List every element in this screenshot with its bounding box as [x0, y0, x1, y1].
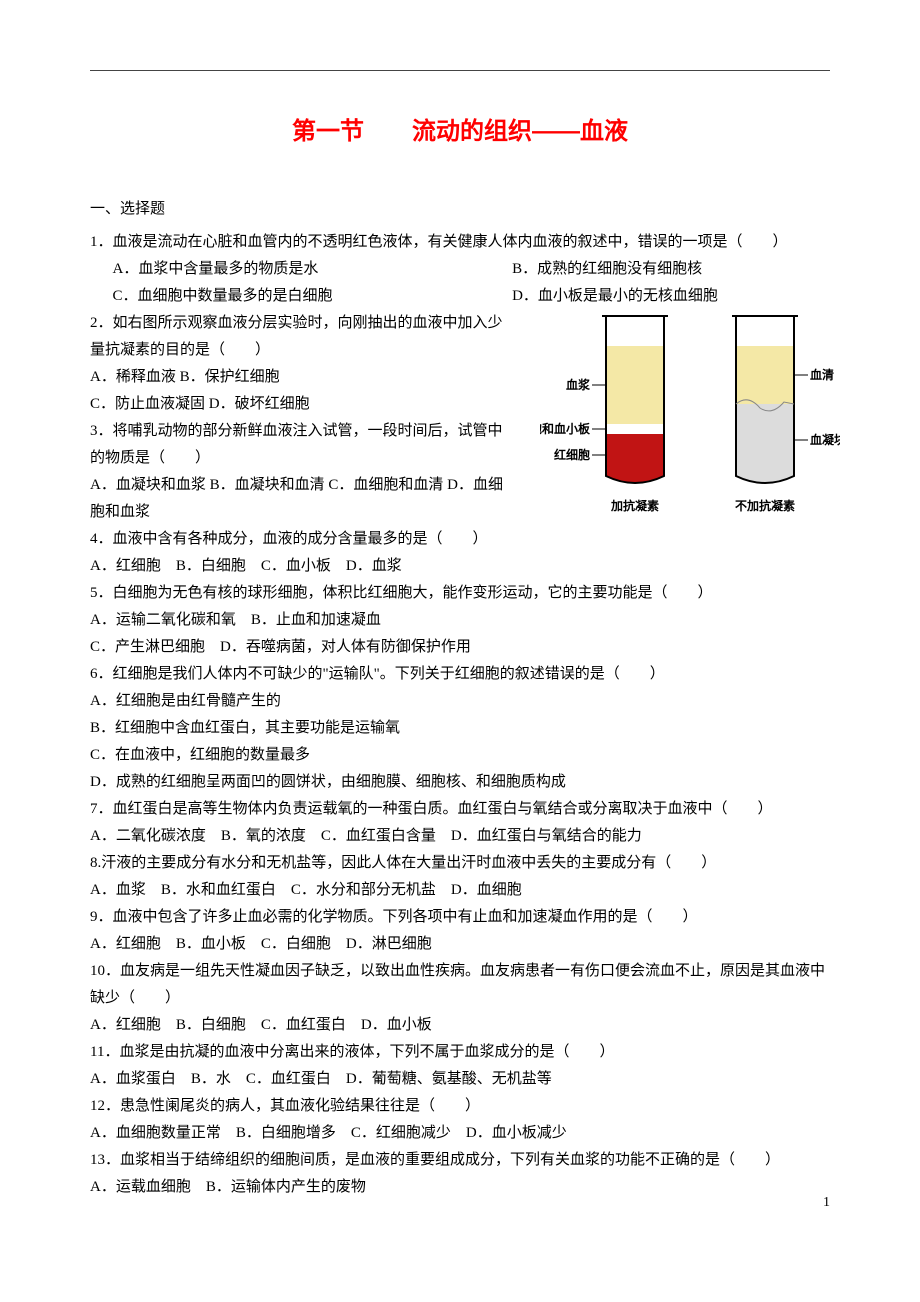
q5-opt-b: B．止血和加速凝血	[251, 612, 381, 628]
svg-text:不加抗凝素: 不加抗凝素	[735, 498, 795, 513]
q9-stem: 9．血液中包含了许多止血必需的化学物质。下列各项中有止血和加速凝血作用的是（ ）	[90, 904, 830, 931]
q6-opt-d: D．成熟的红细胞呈两面凹的圆饼状，由细胞膜、细胞核、和细胞质构成	[90, 769, 830, 796]
q6-opt-a: A．红细胞是由红骨髓产生的	[90, 688, 830, 715]
q2-opt-d: D．破坏红细胞	[209, 396, 310, 412]
q7-opt-c: C．血红蛋白含量	[321, 828, 436, 844]
q10-opt-b: B．白细胞	[176, 1017, 246, 1033]
q6-stem: 6．红细胞是我们人体内不可缺少的"运输队"。下列关于红细胞的叙述错误的是（ ）	[90, 661, 830, 688]
svg-text:血清: 血清	[810, 367, 834, 382]
q2-opt-ab: A．稀释血液 B．保护红细胞	[90, 364, 510, 391]
blood-tube-figure: 血浆白细胞和血小板红细胞加抗凝素 血清血凝块不加抗凝素	[540, 310, 840, 525]
q12-stem: 12．患急性阑尾炎的病人，其血液化验结果往往是（ ）	[90, 1093, 830, 1120]
q5-opt-c: C．产生淋巴细胞	[90, 639, 205, 655]
q2-opt-a: A．稀释血液	[90, 369, 176, 385]
left-column: 2．如右图所示观察血液分层实验时，向刚抽出的血液中加入少量抗凝素的目的是（ ） …	[90, 310, 510, 553]
q4-opt-b: B．白细胞	[176, 558, 246, 574]
page: 第一节 流动的组织——血液 一、选择题 1．血液是流动在心脏和血管内的不透明红色…	[0, 0, 920, 1241]
q10-stem: 10．血友病是一组先天性凝血因子缺乏，以致出血性疾病。血友病患者一有伤口便会流血…	[90, 958, 830, 1012]
svg-text:血凝块: 血凝块	[810, 432, 840, 447]
q1-opts-row2: C．血细胞中数量最多的是白细胞 D．血小板是最小的无核血细胞	[90, 283, 830, 310]
q3-stem: 3．将哺乳动物的部分新鲜血液注入试管，一段时间后，试管中的物质是（ ）	[90, 418, 510, 472]
q11-opts: A．血浆蛋白 B．水 C．血红蛋白 D．葡萄糖、氨基酸、无机盐等	[90, 1066, 830, 1093]
q7-opt-a: A．二氧化碳浓度	[90, 828, 206, 844]
q11-stem: 11．血浆是由抗凝的血液中分离出来的液体，下列不属于血浆成分的是（ ）	[90, 1039, 830, 1066]
page-number: 1	[823, 1195, 830, 1211]
q9-opts: A．红细胞 B．血小板 C．白细胞 D．淋巴细胞	[90, 931, 830, 958]
q12-opt-d: D．血小板减少	[466, 1125, 567, 1141]
q6-opt-c: C．在血液中，红细胞的数量最多	[90, 742, 830, 769]
q7-opt-d: D．血红蛋白与氧结合的能力	[451, 828, 642, 844]
q12-opt-b: B．白细胞增多	[236, 1125, 336, 1141]
q12-opt-a: A．血细胞数量正常	[90, 1125, 221, 1141]
q11-opt-d: D．葡萄糖、氨基酸、无机盐等	[346, 1071, 552, 1087]
q3-opt-c: C．血细胞和血清	[328, 477, 443, 493]
q6-opt-b: B．红细胞中含血红蛋白，其主要功能是运输氧	[90, 715, 830, 742]
q5-opt-ab: A．运输二氧化碳和氧 B．止血和加速凝血	[90, 607, 830, 634]
q9-opt-c: C．白细胞	[261, 936, 331, 952]
q8-opt-c: C．水分和部分无机盐	[291, 882, 436, 898]
q1-opt-c: C．血细胞中数量最多的是白细胞	[90, 283, 512, 310]
q8-opts: A．血浆 B．水和血红蛋白 C．水分和部分无机盐 D．血细胞	[90, 877, 830, 904]
q4-opts: A．红细胞 B．白细胞 C．血小板 D．血浆	[90, 553, 830, 580]
q13-stem: 13．血浆相当于结缔组织的细胞间质，是血液的重要组成成分，下列有关血浆的功能不正…	[90, 1147, 830, 1174]
q13-opt-b: B．运输体内产生的废物	[206, 1179, 366, 1195]
q5-stem: 5．白细胞为无色有核的球形细胞，体积比红细胞大，能作变形运动，它的主要功能是（ …	[90, 580, 830, 607]
q8-opt-b: B．水和血红蛋白	[161, 882, 276, 898]
wrap-block: 血浆白细胞和血小板红细胞加抗凝素血清血凝块不加抗凝素 2．如右图所示观察血液分层…	[90, 310, 830, 553]
q4-opt-c: C．血小板	[261, 558, 331, 574]
section-heading: 一、选择题	[90, 196, 830, 223]
top-rule	[90, 70, 830, 71]
svg-text:血浆: 血浆	[566, 377, 591, 392]
q8-stem: 8.汗液的主要成分有水分和无机盐等，因此人体在大量出汗时血液中丢失的主要成分有（…	[90, 850, 830, 877]
q7-opts: A．二氧化碳浓度 B．氧的浓度 C．血红蛋白含量 D．血红蛋白与氧结合的能力	[90, 823, 830, 850]
q10-opts: A．红细胞 B．白细胞 C．血红蛋白 D．血小板	[90, 1012, 830, 1039]
q12-opt-c: C．红细胞减少	[351, 1125, 451, 1141]
q3-opt-a: A．血凝块和血浆	[90, 477, 206, 493]
q9-opt-b: B．血小板	[176, 936, 246, 952]
q7-stem: 7．血红蛋白是高等生物体内负责运载氧的一种蛋白质。血红蛋白与氧结合或分离取决于血…	[90, 796, 830, 823]
document-title: 第一节 流动的组织——血液	[90, 111, 830, 146]
svg-text:加抗凝素: 加抗凝素	[610, 498, 659, 513]
q1-opt-a: A．血浆中含量最多的物质是水	[90, 256, 512, 283]
q2-opt-c: C．防止血液凝固	[90, 396, 205, 412]
svg-text:白细胞和血小板: 白细胞和血小板	[540, 421, 591, 436]
q2-opt-cd: C．防止血液凝固 D．破坏红细胞	[90, 391, 510, 418]
q1-opt-b: B．成熟的红细胞没有细胞核	[512, 256, 830, 283]
q2-stem: 2．如右图所示观察血液分层实验时，向刚抽出的血液中加入少量抗凝素的目的是（ ）	[90, 310, 510, 364]
q12-opts: A．血细胞数量正常 B．白细胞增多 C．红细胞减少 D．血小板减少	[90, 1120, 830, 1147]
q1-opt-d: D．血小板是最小的无核血细胞	[512, 283, 830, 310]
q4-opt-a: A．红细胞	[90, 558, 161, 574]
tube-diagram-svg: 血浆白细胞和血小板红细胞加抗凝素 血清血凝块不加抗凝素	[540, 310, 840, 520]
q1-stem: 1．血液是流动在心脏和血管内的不透明红色液体，有关健康人体内血液的叙述中，错误的…	[90, 229, 830, 256]
q5-opt-cd: C．产生淋巴细胞 D．吞噬病菌，对人体有防御保护作用	[90, 634, 830, 661]
q3-opts: A．血凝块和血浆 B．血凝块和血清 C．血细胞和血清 D．血细胞和血浆	[90, 472, 510, 526]
q1-opts-row1: A．血浆中含量最多的物质是水 B．成熟的红细胞没有细胞核	[90, 256, 830, 283]
q4-opt-d: D．血浆	[346, 558, 402, 574]
q13-opt-ab: A．运载血细胞 B．运输体内产生的废物	[90, 1174, 830, 1201]
q3-opt-b: B．血凝块和血清	[210, 477, 325, 493]
q10-opt-a: A．红细胞	[90, 1017, 161, 1033]
q10-opt-d: D．血小板	[361, 1017, 432, 1033]
q9-opt-d: D．淋巴细胞	[346, 936, 432, 952]
svg-text:红细胞: 红细胞	[554, 447, 590, 462]
q7-opt-b: B．氧的浓度	[221, 828, 306, 844]
q11-opt-c: C．血红蛋白	[246, 1071, 331, 1087]
q9-opt-a: A．红细胞	[90, 936, 161, 952]
q2-opt-b: B．保护红细胞	[180, 369, 280, 385]
q13-opt-a: A．运载血细胞	[90, 1179, 191, 1195]
q11-opt-a: A．血浆蛋白	[90, 1071, 176, 1087]
q11-opt-b: B．水	[191, 1071, 231, 1087]
q5-opt-d: D．吞噬病菌，对人体有防御保护作用	[220, 639, 471, 655]
q8-opt-d: D．血细胞	[451, 882, 522, 898]
q5-opt-a: A．运输二氧化碳和氧	[90, 612, 236, 628]
q4-stem: 4．血液中含有各种成分，血液的成分含量最多的是（ ）	[90, 526, 510, 553]
q10-opt-c: C．血红蛋白	[261, 1017, 346, 1033]
q8-opt-a: A．血浆	[90, 882, 146, 898]
